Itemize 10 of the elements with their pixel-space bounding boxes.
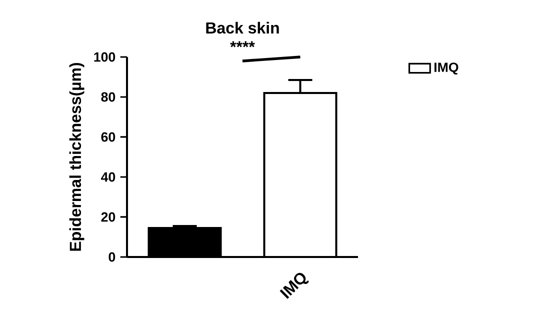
- y-tick-label: 20: [101, 212, 116, 222]
- y-tick-label: 100: [94, 52, 116, 62]
- y-tick-label: 0: [108, 252, 116, 262]
- y-tick-label: 60: [101, 132, 116, 142]
- y-axis-title: Epidermal thickness(µm): [69, 62, 84, 251]
- y-tick-label: 40: [101, 172, 116, 182]
- text: ****: [230, 41, 255, 48]
- legend-label: IMQ: [434, 62, 458, 75]
- y-tick-label: 80: [101, 92, 116, 102]
- chart-title: Back skin: [206, 22, 279, 34]
